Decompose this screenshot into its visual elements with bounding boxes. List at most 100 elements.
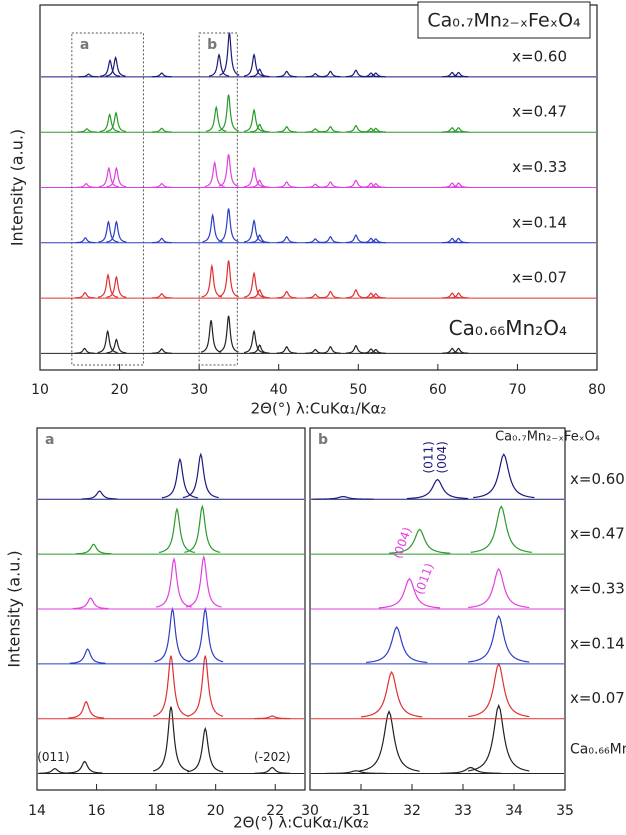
peak [151,72,172,78]
peak [243,219,265,243]
peak [218,260,239,298]
x-tick-label: 14 [28,803,46,819]
peak [365,127,386,133]
peak [360,127,382,133]
peak [365,182,386,188]
x-tick-label: 10 [31,382,49,398]
peak [72,597,109,610]
panel-label: a [45,432,54,448]
x-tick-label: 30 [301,803,319,819]
peak [76,182,97,188]
peak [201,263,223,298]
peak [206,105,227,132]
peak [218,208,239,243]
peak [389,528,451,554]
title-box [417,1,591,39]
x-tick-label: 20 [111,382,129,398]
peak [66,760,103,774]
x-tick-label: 33 [454,803,472,819]
peak [440,766,502,774]
peak-annotation: (011) [412,561,436,596]
peak [218,315,239,353]
peak [320,346,341,354]
peak [468,662,530,718]
peak [345,179,366,188]
peak [243,329,265,354]
peak [442,71,463,78]
peak [360,670,423,718]
plot-frame [309,427,566,791]
peak [442,237,463,244]
peak [360,348,382,354]
peak [187,726,224,773]
peak [202,213,223,243]
x-axis-label: 2Θ(°) λ:CuKα₁/Kα₂ [233,814,369,832]
peak [151,348,172,354]
peak [249,344,270,354]
x-axis-label: 2Θ(°) λ:CuKα₁/Kα₂ [251,400,387,418]
series-label: x=0.33 [512,158,567,176]
peak [249,234,270,244]
peak [75,543,112,555]
peak [243,271,265,298]
peak [366,626,428,664]
peak [151,237,172,244]
peak [360,182,382,188]
peak [254,715,291,720]
series-label: x=0.47 [570,525,625,543]
peak [312,495,374,500]
peak-annotation: (004) [390,525,414,560]
peak [187,655,224,717]
x-tick-label: 20 [207,803,225,819]
peak [69,648,106,664]
x-tick-label: 31 [352,803,370,819]
series-label: x=0.14 [570,634,625,652]
x-tick-label: 16 [88,803,106,819]
peak [473,453,535,499]
zoom-region [71,32,144,366]
peak [320,181,341,188]
panel-label: b [318,432,328,448]
peak [320,290,341,299]
peak [345,124,366,133]
peak [365,72,386,78]
peak [243,166,265,188]
peak [442,127,463,133]
peak [365,348,386,354]
peak [249,288,270,299]
peak [200,320,222,353]
peak [325,770,387,775]
peak [97,273,119,298]
peak [320,235,341,244]
peak [249,179,270,188]
peak [243,53,265,77]
peak [154,606,191,663]
peak [360,292,382,299]
peak [358,710,420,772]
peak [155,557,192,608]
region-label: a [80,37,89,53]
x-tick-label: 70 [509,382,527,398]
peak [365,293,386,299]
peak [105,111,127,133]
series-label: x=0.60 [512,47,567,65]
series-label: x=0.07 [512,269,567,287]
series-label: x=0.33 [570,580,625,598]
x-tick-label: 32 [403,803,421,819]
peak [99,58,121,77]
peak [442,347,463,354]
peak [105,56,126,77]
peak [468,567,530,609]
peak [76,128,97,133]
peak [158,507,195,554]
peak [276,125,297,133]
peak [187,606,224,663]
peak [106,220,127,243]
x-tick-label: 35 [556,803,574,819]
peak [276,70,297,78]
peak [182,452,219,499]
chart-title: Ca₀.₇Mn₂₋ₓFeₓO₄ [495,430,600,445]
peak [345,344,366,354]
peak [378,577,441,609]
